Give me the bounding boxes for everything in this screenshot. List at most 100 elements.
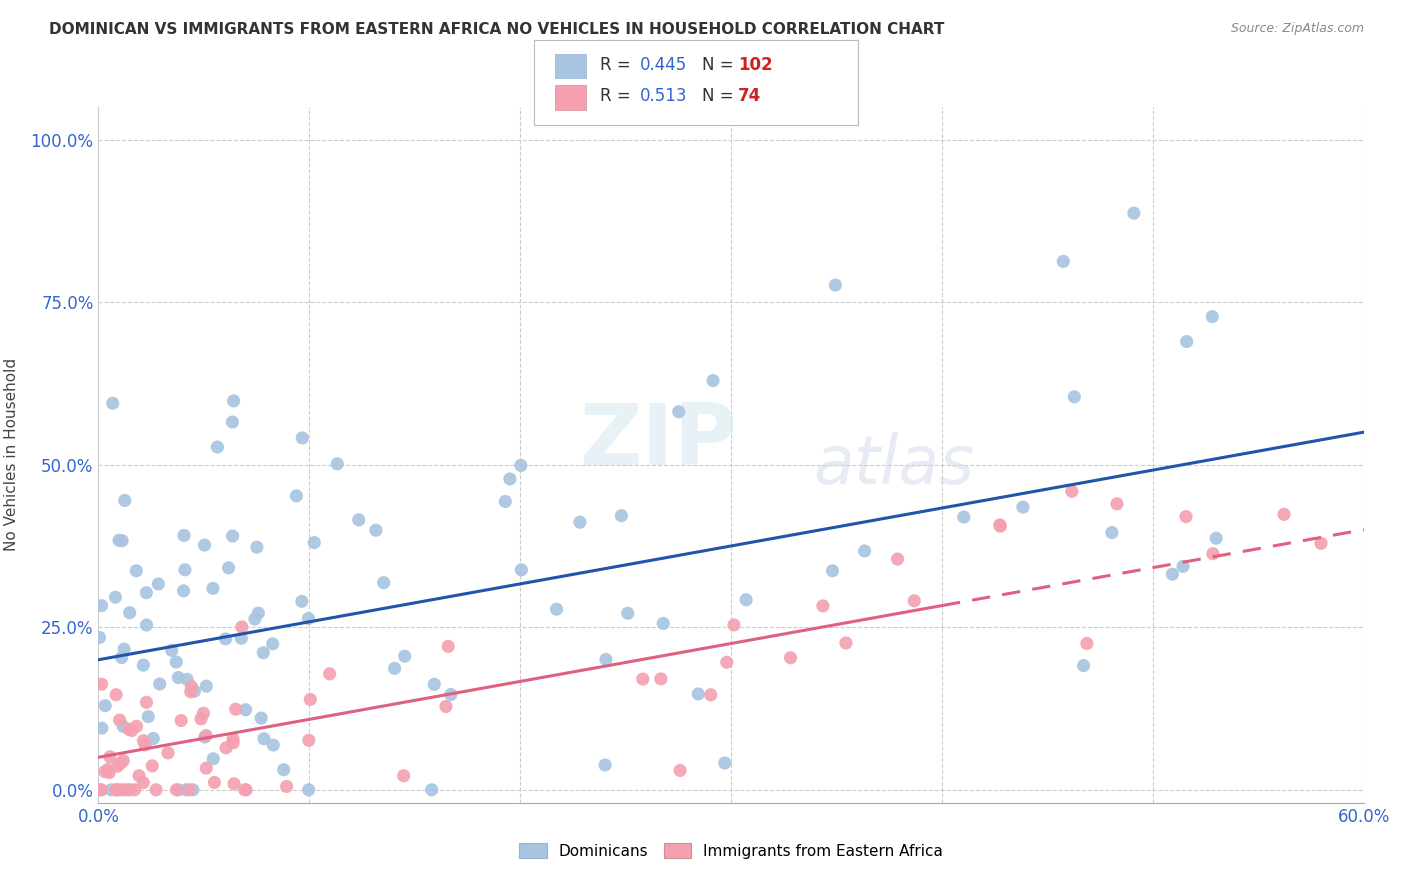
Point [650,672,672,686]
Point [156,746,179,760]
Point [89,631,111,645]
Point [1175,334,1198,349]
Point [179,782,201,797]
Point [180,680,202,694]
Point [167,671,190,685]
Point [176,673,198,687]
Point [434,699,457,714]
Point [118,606,141,620]
Point [145,782,167,797]
Point [510,563,533,577]
Point [204,775,226,789]
Point [285,489,308,503]
Point [821,564,844,578]
Point [90,599,112,613]
Point [222,393,245,408]
Point [243,612,266,626]
Point [160,643,183,657]
Point [702,374,724,388]
Point [610,508,633,523]
Point [713,756,735,770]
Point [231,632,253,646]
Point [105,782,128,797]
Point [180,685,202,699]
Point [222,732,245,747]
Point [1310,536,1333,550]
Point [246,540,269,554]
Point [112,642,135,657]
Point [903,593,925,607]
Point [190,712,212,726]
Point [1052,254,1074,268]
Point [181,782,204,797]
Point [134,738,156,752]
Point [1060,484,1083,499]
Point [1105,497,1128,511]
Point [101,396,124,410]
Point [193,706,215,721]
Point [125,564,148,578]
Point [298,782,321,797]
Point [118,723,141,737]
Point [108,713,131,727]
Point [125,719,148,733]
Point [688,687,710,701]
Point [149,677,172,691]
Point [214,632,236,646]
Point [110,782,132,797]
Point [262,738,284,752]
Point [988,519,1011,533]
Point [142,731,165,746]
Point [252,646,274,660]
Point [276,780,298,794]
Point [132,658,155,673]
Text: N =: N = [702,56,738,74]
Point [97,763,120,777]
Point [568,515,591,529]
Point [440,688,463,702]
Point [136,709,159,723]
Point [201,582,224,596]
Point [392,769,415,783]
Point [1202,547,1225,561]
Point [546,602,568,616]
Point [494,494,516,508]
Point [174,782,197,797]
Point [222,736,245,750]
Point [94,698,117,713]
Point [110,756,132,771]
Point [135,618,157,632]
Point [222,777,245,791]
Point [207,440,229,454]
Point [108,533,131,548]
Point [1175,509,1198,524]
Point [1101,525,1123,540]
Point [112,782,135,797]
Point [195,729,218,743]
Point [273,763,295,777]
Point [148,577,170,591]
Point [824,278,846,293]
Point [195,761,218,775]
Text: 102: 102 [738,56,773,74]
Point [1161,567,1184,582]
Point [193,538,215,552]
Point [135,586,157,600]
Point [105,688,128,702]
Point [299,692,322,706]
Point [347,513,370,527]
Point [298,733,321,747]
Point [669,764,692,778]
Point [112,754,135,768]
Point [225,702,247,716]
Point [89,782,111,797]
Point [1122,206,1144,220]
Point [174,563,197,577]
Point [117,782,139,797]
Point [100,782,122,797]
Point [165,782,187,797]
Point [128,769,150,783]
Point [835,636,858,650]
Point [111,533,134,548]
Point [723,618,745,632]
